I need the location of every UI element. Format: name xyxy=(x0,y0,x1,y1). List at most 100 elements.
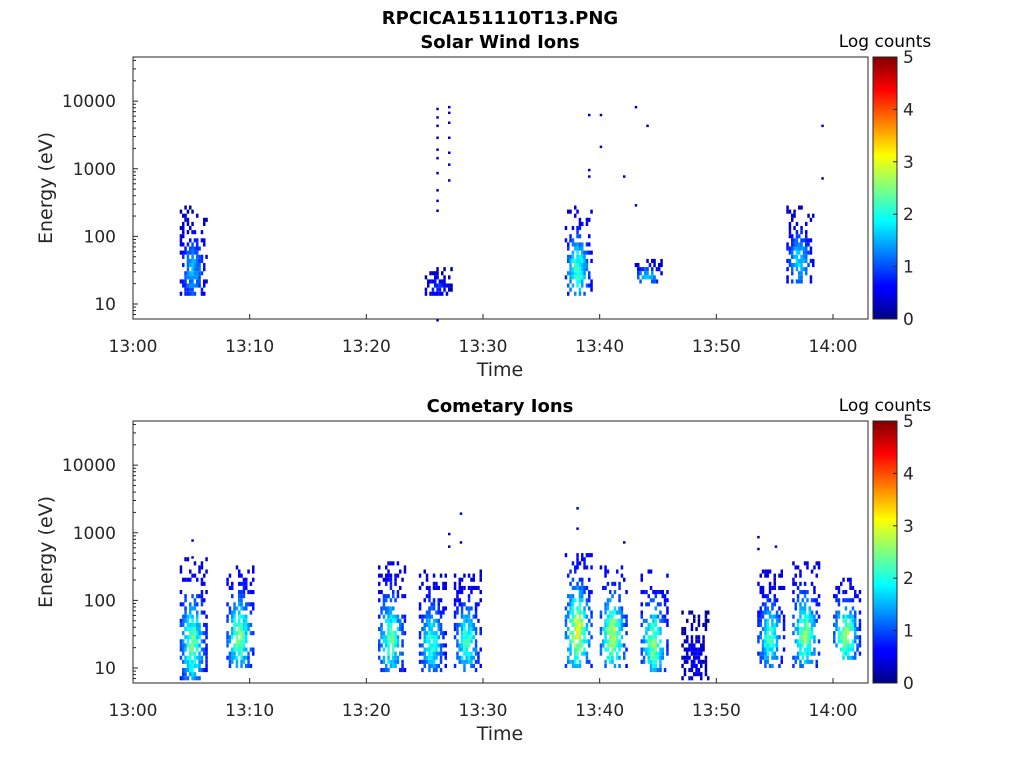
heatmap-cell xyxy=(807,242,810,247)
heatmap-cell xyxy=(193,283,197,288)
heatmap-cell xyxy=(423,651,426,656)
heatmap-cell xyxy=(242,585,246,590)
colorbar-tick-label: 4 xyxy=(903,464,914,484)
heatmap-cell xyxy=(690,659,694,664)
heatmap-cell xyxy=(799,639,802,644)
heatmap-cell xyxy=(654,590,657,595)
heatmap-cell xyxy=(450,267,453,272)
heatmap-cell xyxy=(578,610,582,615)
heatmap-cell xyxy=(435,647,438,652)
heatmap-cell xyxy=(189,205,192,210)
heatmap-cell xyxy=(620,606,624,611)
heatmap-cell xyxy=(583,561,586,566)
heatmap-cell xyxy=(578,639,582,644)
heatmap-cell xyxy=(576,254,579,259)
count-point xyxy=(436,136,439,139)
heatmap-cell xyxy=(651,267,654,272)
heatmap-cell xyxy=(683,627,687,632)
heatmap-cell xyxy=(231,618,234,623)
heatmap-cell xyxy=(196,213,199,218)
heatmap-cell xyxy=(242,655,246,660)
heatmap-cell xyxy=(840,647,843,652)
heatmap-cell xyxy=(796,651,800,656)
heatmap-cell xyxy=(581,639,584,644)
heatmap-cell xyxy=(815,659,818,664)
heatmap-cell xyxy=(652,639,655,644)
heatmap-cell xyxy=(576,267,579,272)
heatmap-cell xyxy=(810,581,814,586)
heatmap-cell xyxy=(588,618,591,623)
y-tick-label: 10 xyxy=(94,295,116,315)
heatmap-cell xyxy=(196,250,199,255)
heatmap-cell xyxy=(583,565,586,570)
heatmap-cell xyxy=(585,283,589,288)
heatmap-cell xyxy=(786,205,789,210)
heatmap-cell xyxy=(203,573,206,578)
heatmap-cell xyxy=(798,242,801,247)
y-tick-label: 100 xyxy=(84,227,116,247)
heatmap-cell xyxy=(442,631,445,636)
heatmap-cell xyxy=(666,639,669,644)
heatmap-cell xyxy=(477,655,480,660)
heatmap-cell xyxy=(611,659,614,664)
heatmap-cell xyxy=(564,553,568,558)
heatmap-cell xyxy=(835,643,838,648)
heatmap-cell xyxy=(813,651,816,656)
heatmap-cell xyxy=(233,643,236,648)
heatmap-cell xyxy=(660,258,663,263)
heatmap-cell xyxy=(571,585,575,590)
heatmap-cell xyxy=(773,585,776,590)
heatmap-cell xyxy=(805,254,808,259)
heatmap-cell xyxy=(813,635,816,640)
count-point xyxy=(448,111,451,115)
heatmap-cell xyxy=(590,279,593,284)
heatmap-cell xyxy=(588,577,591,582)
heatmap-cell xyxy=(240,590,243,595)
heatmap-cell xyxy=(233,631,236,636)
heatmap-cell xyxy=(854,627,857,632)
heatmap-cell xyxy=(574,258,577,263)
heatmap-cell xyxy=(858,610,862,615)
heatmap-cell xyxy=(389,561,393,566)
heatmap-cell xyxy=(585,242,589,247)
heatmap-cell xyxy=(425,618,429,623)
heatmap-cell xyxy=(378,614,381,619)
heatmap-cell xyxy=(439,651,443,656)
heatmap-cell xyxy=(385,643,388,648)
heatmap-cell xyxy=(574,291,577,296)
heatmap-cell xyxy=(806,627,809,632)
heatmap-cell xyxy=(799,663,802,668)
heatmap-cell xyxy=(697,668,701,673)
heatmap-cell xyxy=(773,577,776,582)
heatmap-cell xyxy=(807,263,810,268)
heatmap-cell xyxy=(437,663,440,668)
heatmap-cell xyxy=(470,627,473,632)
heatmap-cell xyxy=(856,647,859,652)
heatmap-cell xyxy=(567,254,570,259)
heatmap-cell xyxy=(640,573,643,578)
heatmap-cell xyxy=(430,643,433,648)
heatmap-cell xyxy=(771,614,774,619)
heatmap-cell xyxy=(231,631,234,636)
heatmap-cell xyxy=(690,647,694,652)
heatmap-cell xyxy=(798,279,801,284)
heatmap-cell xyxy=(249,581,253,586)
heatmap-cell xyxy=(238,581,241,586)
heatmap-cell xyxy=(609,643,612,648)
heatmap-cell xyxy=(380,631,383,636)
heatmap-cell xyxy=(564,614,568,619)
heatmap-cell xyxy=(795,254,799,259)
heatmap-cell xyxy=(432,647,436,652)
heatmap-cell xyxy=(186,283,190,288)
heatmap-cell xyxy=(794,655,797,660)
heatmap-cell xyxy=(203,581,206,586)
heatmap-cell xyxy=(613,639,617,644)
heatmap-cell xyxy=(240,651,243,656)
heatmap-cell xyxy=(792,614,795,619)
heatmap-cell xyxy=(757,618,760,623)
heatmap-cell xyxy=(401,651,404,656)
heatmap-cell xyxy=(196,577,199,582)
heatmap-cell xyxy=(786,267,789,272)
